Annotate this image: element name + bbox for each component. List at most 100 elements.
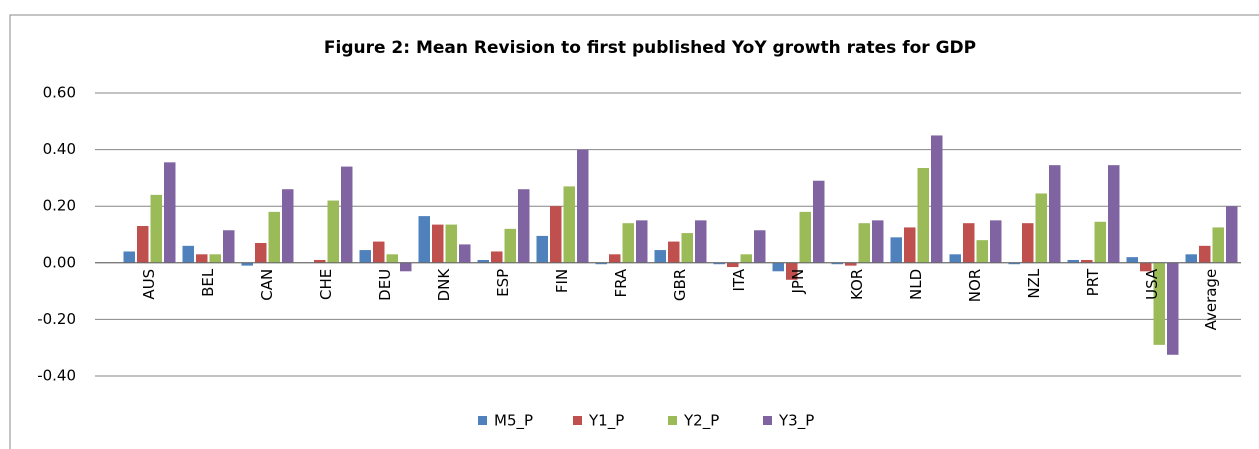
legend-label: M5_P — [494, 412, 533, 431]
bar — [150, 194, 162, 263]
bar — [622, 223, 634, 263]
x-tick-label: NLD — [907, 269, 925, 300]
x-tick-label: CAN — [258, 269, 276, 301]
y-tick-label: 0.20 — [43, 197, 76, 215]
legend-label: Y2_P — [683, 412, 719, 431]
legend-swatch — [573, 416, 582, 425]
bar — [695, 220, 707, 263]
x-tick-label: NOR — [966, 269, 984, 302]
bar — [241, 262, 253, 266]
x-tick-label: ITA — [730, 268, 748, 291]
chart-title: Figure 2: Mean Revision to first publish… — [324, 38, 976, 58]
bar — [754, 230, 766, 263]
bar — [1022, 223, 1034, 263]
bar — [1153, 262, 1165, 345]
bar — [727, 262, 739, 268]
legend-swatch — [668, 416, 677, 425]
bar — [209, 254, 221, 263]
x-tick-label: ESP — [494, 269, 512, 297]
x-tick-label: KOR — [848, 269, 866, 300]
bar — [917, 167, 929, 263]
bar — [577, 149, 589, 263]
x-tick-label: DNK — [435, 268, 453, 302]
bar — [976, 240, 988, 263]
bar — [196, 254, 208, 263]
bar — [845, 262, 857, 266]
bar — [491, 251, 503, 263]
bar — [772, 262, 784, 272]
bar — [1094, 221, 1106, 263]
bar — [1035, 193, 1047, 263]
x-tick-label: FIN — [553, 269, 571, 293]
bar — [182, 245, 194, 263]
bar — [904, 227, 916, 263]
bar — [1126, 257, 1138, 263]
bar — [445, 224, 457, 263]
bar — [872, 220, 884, 263]
bar — [1108, 165, 1120, 263]
bar — [282, 189, 294, 263]
bar — [786, 262, 798, 280]
bar — [831, 262, 843, 265]
x-tick-label: Average — [1202, 269, 1220, 331]
bar — [963, 223, 975, 263]
bar — [418, 216, 430, 263]
x-tick-label: USA — [1143, 268, 1161, 300]
y-tick-label: 0.60 — [43, 84, 76, 102]
x-tick-label: JPN — [789, 269, 807, 295]
bar — [1140, 262, 1152, 272]
chart-border — [9, 14, 1259, 449]
bar — [359, 250, 371, 263]
x-tick-label: AUS — [140, 269, 158, 300]
bar — [386, 254, 398, 263]
bar — [799, 211, 811, 263]
bar — [713, 262, 725, 265]
bar — [668, 241, 680, 263]
bar — [1081, 259, 1093, 263]
bar — [1049, 165, 1061, 263]
bar — [654, 250, 666, 263]
bar — [255, 242, 267, 263]
y-tick-label: -0.40 — [37, 367, 76, 385]
bar — [536, 235, 548, 263]
x-tick-label: BEL — [199, 268, 217, 297]
bar — [164, 162, 176, 263]
x-tick-label: FRA — [612, 268, 630, 297]
legend-swatch — [478, 416, 487, 425]
bar — [609, 254, 621, 263]
bar — [931, 135, 943, 263]
x-tick-label: PRT — [1084, 268, 1102, 296]
y-tick-label: -0.20 — [37, 310, 76, 328]
legend-label: Y1_P — [588, 412, 624, 431]
bar — [400, 262, 412, 272]
legend-label: Y3_P — [778, 412, 814, 431]
y-tick-label: 0.40 — [43, 140, 76, 158]
bar — [268, 211, 280, 263]
bar — [550, 206, 562, 263]
bar — [563, 186, 575, 263]
bar — [1199, 245, 1211, 263]
bar — [432, 224, 444, 263]
bar — [137, 226, 149, 263]
bar — [1185, 254, 1197, 263]
bar — [740, 254, 752, 263]
bar — [518, 189, 530, 263]
bar — [123, 251, 135, 263]
bar — [459, 244, 471, 263]
bar — [595, 262, 607, 265]
bar — [1008, 262, 1020, 265]
bar — [1212, 227, 1224, 263]
x-tick-label: NZL — [1025, 268, 1043, 298]
legend-swatch — [763, 416, 772, 425]
bar — [504, 228, 516, 263]
bar — [327, 200, 339, 263]
bar — [949, 254, 961, 263]
bar — [990, 220, 1002, 263]
bar — [858, 223, 870, 263]
bar — [341, 166, 353, 263]
bar — [636, 220, 648, 263]
bar — [681, 233, 693, 263]
x-tick-label: CHE — [317, 269, 335, 300]
bar — [890, 237, 902, 263]
x-tick-label: GBR — [671, 269, 689, 301]
